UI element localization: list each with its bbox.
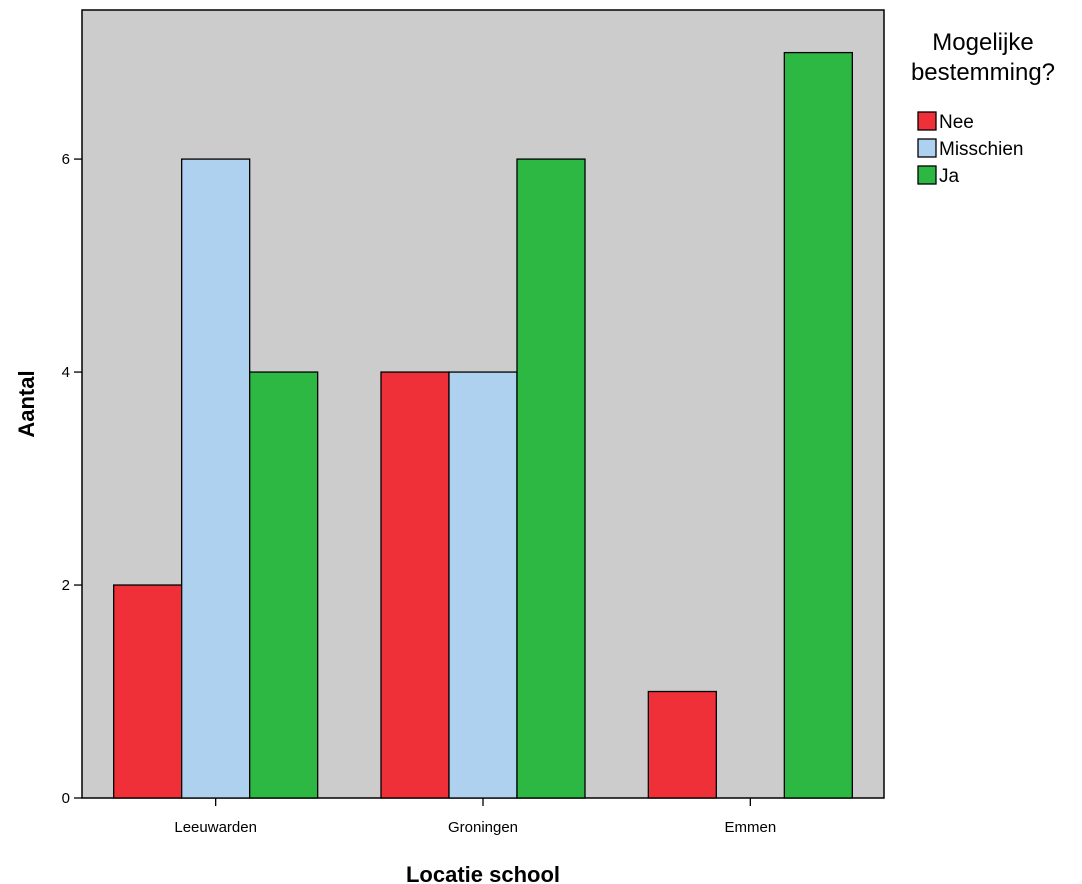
bar-leeuwarden-misschien bbox=[181, 158, 251, 799]
bar-groningen-nee bbox=[380, 371, 450, 799]
legend-items: Nee Misschien Ja bbox=[917, 111, 1023, 187]
legend-swatch-ja bbox=[917, 165, 937, 185]
x-tick-label-emmen: Emmen bbox=[724, 819, 776, 836]
legend-swatch-nee bbox=[917, 111, 937, 131]
legend-title-line-2: bestemming? bbox=[911, 59, 1055, 86]
legend-title-line-1: Mogelijke bbox=[932, 29, 1033, 56]
bar-emmen-ja bbox=[783, 51, 853, 799]
x-tick-label-leeuwarden: Leeuwarden bbox=[174, 819, 257, 836]
bar-groningen-misschien bbox=[448, 371, 518, 799]
y-tick-label: 2 bbox=[62, 577, 70, 594]
y-tick-label: 6 bbox=[62, 151, 70, 168]
bar-leeuwarden-ja bbox=[249, 371, 319, 799]
axes-group: 0 2 4 6 Leeuwarden Groningen Emmen bbox=[62, 151, 777, 836]
bar-groningen-ja bbox=[516, 158, 586, 799]
legend-swatch-misschien bbox=[917, 138, 937, 158]
y-tick-label: 0 bbox=[62, 790, 70, 807]
legend-label-ja: Ja bbox=[939, 166, 960, 187]
y-tick-label: 4 bbox=[62, 364, 70, 381]
bars-group bbox=[113, 51, 853, 799]
legend-label-misschien: Misschien bbox=[939, 139, 1023, 160]
bar-leeuwarden-nee bbox=[113, 584, 183, 799]
bar-emmen-nee bbox=[647, 690, 717, 799]
legend: Mogelijke bestemming? Nee Misschien Ja bbox=[911, 29, 1055, 187]
y-axis-title: Aantal bbox=[14, 370, 39, 437]
legend-label-nee: Nee bbox=[939, 112, 974, 133]
x-axis-title: Locatie school bbox=[406, 862, 560, 884]
x-tick-label-groningen: Groningen bbox=[448, 819, 518, 836]
